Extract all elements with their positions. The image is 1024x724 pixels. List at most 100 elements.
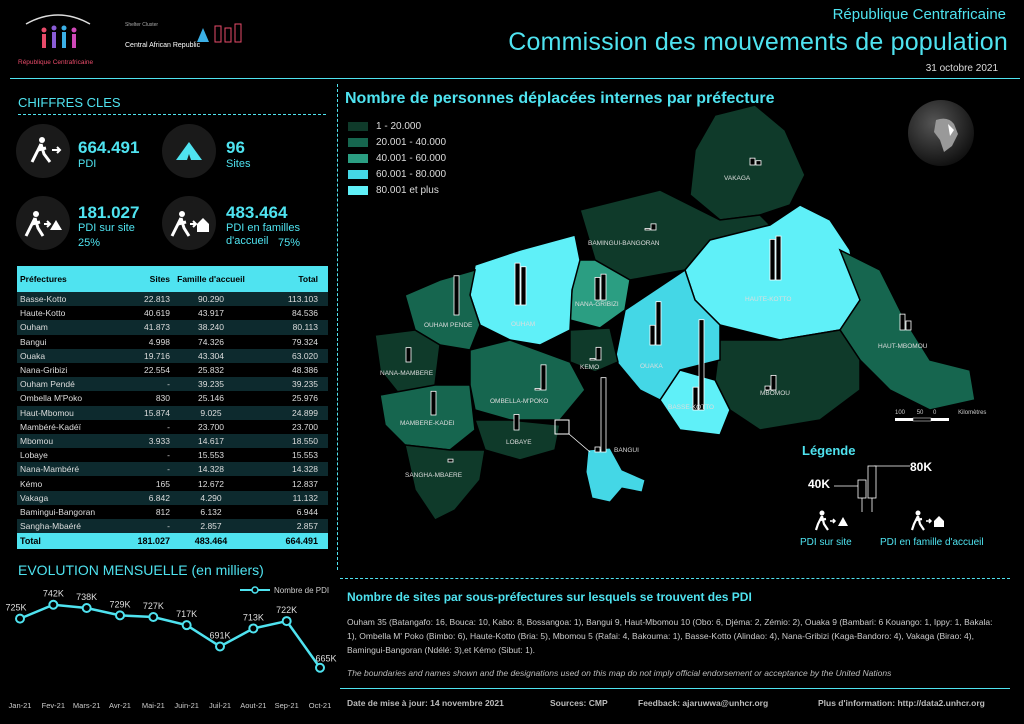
data-point [81, 603, 92, 613]
host-pct: 75% [278, 237, 301, 249]
x-tick-label: Juin-21 [174, 701, 199, 710]
data-label: 725K [5, 603, 26, 613]
cell-total: 14.328 [249, 462, 328, 477]
data-point [181, 620, 192, 631]
map-bar-host [755, 160, 762, 166]
cell-total: 18.550 [249, 433, 328, 449]
on-site-label: PDI sur site [78, 222, 135, 234]
symbol-legend-title: Légende [802, 443, 856, 458]
host-value: 483.464 [226, 203, 288, 222]
host-label: PDI en familles d'accueil [226, 222, 300, 247]
legend-marker [251, 586, 259, 594]
x-tick-label: Aout-21 [240, 701, 266, 710]
table-row: Ouaka 19.716 43.304 63.020 [17, 348, 328, 363]
footer-feedback[interactable]: Feedback: ajaruwwa@unhcr.org [638, 698, 769, 708]
key-figures-title: CHIFFRES CLES [18, 95, 121, 110]
map-bar-host [405, 347, 412, 363]
prefecture-label: OUHAM PENDE [424, 322, 473, 329]
data-point [15, 613, 25, 624]
table-row: Ombella M'Poko 830 25.146 25.976 [17, 391, 328, 405]
cell-sites: 812 [155, 506, 170, 517]
cell-prefecture: Ouham Pendé [17, 377, 113, 392]
cell-host: 39.235 [173, 377, 249, 392]
logo-left-caption: République Centrafricaine [18, 59, 94, 66]
cell-total: 25.976 [292, 393, 318, 404]
legend-swatch [348, 185, 368, 195]
cell-prefecture: Ouaka [17, 348, 113, 363]
footer-info[interactable]: Plus d'information: http://data2.unhcr.o… [818, 698, 985, 708]
legend-host-icon [910, 508, 946, 539]
legend-40k: 40K [808, 477, 831, 491]
cell-total: 39.235 [249, 377, 328, 392]
x-tick-label: Oct-21 [309, 701, 332, 710]
header-divider [10, 78, 1020, 79]
data-label: 742K [43, 589, 64, 599]
cell-host: 15.553 [198, 450, 224, 461]
total-host: 483.464 [173, 533, 249, 550]
data-label: 738K [76, 592, 97, 602]
prefecture-label: BAMINGUI-BANGORAN [588, 240, 660, 247]
table-row: Bamingui-Bangoran 812 6.132 6.944 [17, 505, 328, 519]
map-bar-host [520, 266, 527, 306]
cell-total: 6.944 [296, 506, 318, 517]
legend-class-item: 40.001 - 60.000 [348, 153, 446, 169]
cell-prefecture: Sangha-Mbaéré [17, 519, 113, 534]
scale-unit: Kilomètres [958, 410, 987, 416]
cell-host: 25.146 [198, 393, 224, 404]
cell-total: 12.837 [292, 478, 318, 489]
cell-sites: - [113, 377, 173, 392]
prefecture-label: NANA-MAMBERE [380, 370, 434, 377]
cell-prefecture: Kémo [20, 478, 43, 489]
map-bar-site [649, 324, 656, 346]
footer-sources: Sources: CMP [550, 698, 608, 708]
legend-class-label: 40.001 - 60.000 [376, 153, 447, 164]
cell-prefecture: Mambéré-Kadéï [20, 421, 81, 432]
table-header-row: Préfectures Sites Famille d'accueil Tota… [17, 266, 328, 292]
scale-labels: 100 50 0 Kilomètres [895, 410, 986, 416]
prefecture-label: LOBAYE [506, 439, 532, 446]
legend-label: Nombre de PDI [274, 586, 329, 595]
cell-host: 23.700 [198, 421, 224, 432]
cell-sites: 165 [155, 478, 170, 489]
cell-host: 14.328 [173, 462, 249, 477]
footer-divider [340, 688, 1010, 689]
prefecture-label: SANGHA-MBAERE [405, 472, 463, 479]
cell-sites: 41.873 [113, 320, 173, 335]
cell-sites: 6.842 [113, 490, 173, 505]
legend-class-label: 80.001 et plus [376, 185, 439, 196]
legend-80k: 80K [910, 460, 933, 474]
map-bar-site [589, 358, 596, 361]
data-label: 727K [143, 601, 164, 611]
cell-sites: - [167, 450, 170, 461]
symbol-legend-bars [834, 465, 910, 512]
map-bar-site [644, 228, 651, 231]
cell-total: 80.113 [249, 320, 328, 335]
cell-total: 48.386 [292, 365, 318, 376]
on-site-value: 181.027 [78, 203, 140, 222]
map-bar-site [749, 157, 756, 166]
cell-total: 15.553 [292, 450, 318, 461]
legend-class-label: 20.001 - 40.000 [376, 137, 447, 148]
data-point [281, 616, 292, 627]
header-country: République Centrafricaine [832, 6, 1006, 23]
x-tick-label: Avr-21 [109, 701, 131, 710]
data-point [148, 612, 159, 622]
pdi-label: PDI [78, 158, 97, 170]
table-row: Nana-Mambéré -14.328 14.328 [17, 462, 328, 477]
data-label: 722K [276, 605, 297, 615]
legend-class-label: 60.001 - 80.000 [376, 169, 447, 180]
table-row: Vakaga 6.842 4.290 11.132 [17, 490, 328, 505]
x-tick-label: Jan-21 [9, 701, 32, 710]
prefecture-label: OUAKA [640, 363, 663, 370]
cell-prefecture: Nana-Mambéré [17, 462, 113, 477]
logo-left: République Centrafricaine [18, 10, 98, 66]
on-site-pct: 25% [78, 237, 101, 249]
cell-total: 84.536 [292, 308, 318, 319]
pdi-icon [16, 124, 70, 178]
cell-prefecture: Nana-Gribizi [20, 365, 68, 376]
x-tick-label: Sep-21 [275, 701, 299, 710]
col-header-prefecture: Préfectures [17, 266, 113, 292]
data-label: 713K [243, 612, 264, 622]
x-tick-label: Mars-21 [73, 701, 101, 710]
cell-prefecture: Bangui [20, 336, 47, 347]
